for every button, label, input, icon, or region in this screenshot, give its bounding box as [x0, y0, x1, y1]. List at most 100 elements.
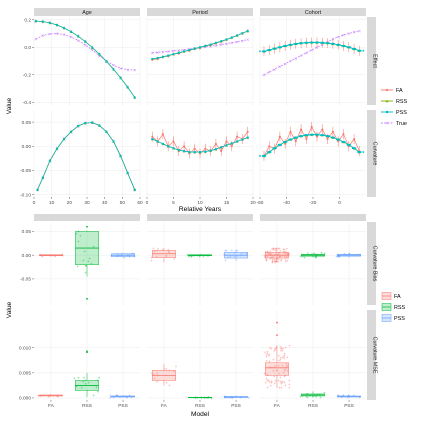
jitter-point-fa: + — [278, 255, 281, 259]
jitter-point-fa: + — [156, 249, 159, 253]
jitter-point-pss: + — [352, 394, 355, 398]
jitter-point-fa: + — [271, 257, 274, 261]
jitter-point-pss: + — [117, 254, 120, 258]
jitter-point-fa: + — [266, 373, 269, 377]
series-line-true — [35, 33, 135, 71]
point-true: × — [90, 48, 94, 54]
jitter-point-pss: + — [358, 395, 361, 399]
x-tick-label: 20 — [250, 200, 256, 206]
point-pss — [112, 68, 115, 71]
jitter-point-pss: + — [337, 254, 340, 258]
jitter-point-fa: + — [266, 250, 269, 254]
jitter-point-rss: + — [315, 255, 318, 259]
point-pss — [269, 151, 272, 153]
legend-key-point-pss — [386, 110, 389, 114]
point-fa — [331, 130, 334, 133]
point-pss — [336, 138, 338, 141]
jitter-point-fa: + — [265, 258, 268, 262]
y-tick-label: 0.05 — [22, 229, 32, 235]
point-true: × — [230, 40, 234, 46]
point-pss — [347, 143, 350, 146]
jitter-point-rss: + — [187, 254, 190, 258]
point-pss — [41, 20, 44, 23]
point-pss — [275, 147, 277, 149]
point-pss — [156, 56, 159, 59]
jitter-point-fa: + — [283, 380, 286, 384]
point-pss — [294, 42, 297, 45]
jitter-point-fa: + — [268, 360, 271, 364]
jitter-point-fa: + — [275, 257, 278, 261]
jitter-point-fa: + — [267, 354, 270, 358]
jitter-point-pss: + — [125, 396, 128, 400]
point-pss — [325, 135, 328, 137]
jitter-point-fa: + — [288, 379, 291, 383]
jitter-point-pss: + — [122, 395, 125, 399]
jitter-point-pss: + — [247, 396, 250, 400]
point-pss — [133, 188, 136, 191]
point-pss — [291, 43, 293, 46]
jitter-point-fa: + — [283, 374, 286, 378]
jitter-point-fa: + — [57, 393, 60, 397]
point-fa — [315, 135, 318, 138]
jitter-point-fa: + — [279, 375, 282, 379]
point-pss — [77, 35, 80, 38]
jitter-point-rss: + — [323, 391, 326, 395]
jitter-point-rss: + — [88, 256, 91, 260]
point-pss — [349, 46, 351, 49]
jitter-point-rss: + — [306, 392, 309, 396]
jitter-point-fa: + — [165, 381, 168, 385]
jitter-point-fa: + — [280, 381, 283, 385]
jitter-point-fa: + — [284, 258, 287, 262]
jitter-point-pss: + — [224, 395, 227, 399]
point-true: × — [209, 44, 213, 50]
jitter-point-rss: + — [316, 393, 319, 397]
jitter-point-rss: + — [299, 254, 302, 258]
point-true: × — [342, 32, 346, 38]
point-true: × — [336, 35, 340, 41]
jitter-point-fa: + — [49, 254, 52, 258]
bottom-panel: ++++++++++++++++++++++++++++++++++++++++… — [147, 222, 253, 305]
jitter-point-rss: + — [190, 254, 193, 258]
jitter-point-fa: + — [280, 347, 283, 351]
point-true: × — [203, 45, 207, 51]
point-pss — [359, 49, 362, 52]
jitter-point-rss: + — [318, 393, 321, 397]
jitter-point-rss: + — [198, 254, 201, 258]
point-pss — [328, 135, 330, 137]
jitter-point-pss: + — [126, 253, 129, 257]
jitter-point-fa: + — [51, 254, 54, 258]
jitter-point-rss: + — [319, 396, 322, 400]
jitter-point-pss: + — [120, 254, 123, 258]
point-true: × — [262, 72, 266, 78]
jitter-point-fa: + — [284, 250, 287, 254]
x-tick-label: 30 — [84, 200, 90, 206]
jitter-point-fa: + — [288, 386, 291, 390]
jitter-point-rss: + — [207, 254, 210, 258]
x-tick-label: 0 — [338, 200, 341, 206]
jitter-point-fa: + — [264, 250, 267, 254]
jitter-point-pss: + — [236, 249, 239, 253]
point-pss — [331, 42, 334, 45]
point-pss — [298, 42, 301, 44]
jitter-point-rss: + — [92, 393, 95, 397]
point-pss — [325, 42, 328, 44]
jitter-point-fa: + — [273, 375, 276, 379]
y-tick-label: 0.0 — [24, 45, 31, 51]
point-fa — [183, 145, 186, 148]
jitter-point-rss: + — [311, 394, 314, 398]
jitter-point-fa: + — [278, 386, 281, 390]
jitter-point-rss: + — [305, 394, 308, 398]
point-pss — [280, 144, 282, 146]
point-true: × — [310, 48, 314, 54]
jitter-point-fa: + — [281, 363, 284, 367]
point-pss — [167, 145, 170, 148]
point-pss — [289, 43, 292, 46]
jitter-point-fa: + — [274, 260, 277, 264]
jitter-point-pss: + — [226, 396, 229, 400]
bottom-row-strip-label: Curvature Bias — [371, 246, 377, 282]
point-pss — [294, 136, 297, 139]
jitter-point-fa: + — [57, 394, 60, 398]
jitter-point-rss: + — [314, 255, 317, 259]
jitter-point-fa: + — [167, 248, 170, 252]
